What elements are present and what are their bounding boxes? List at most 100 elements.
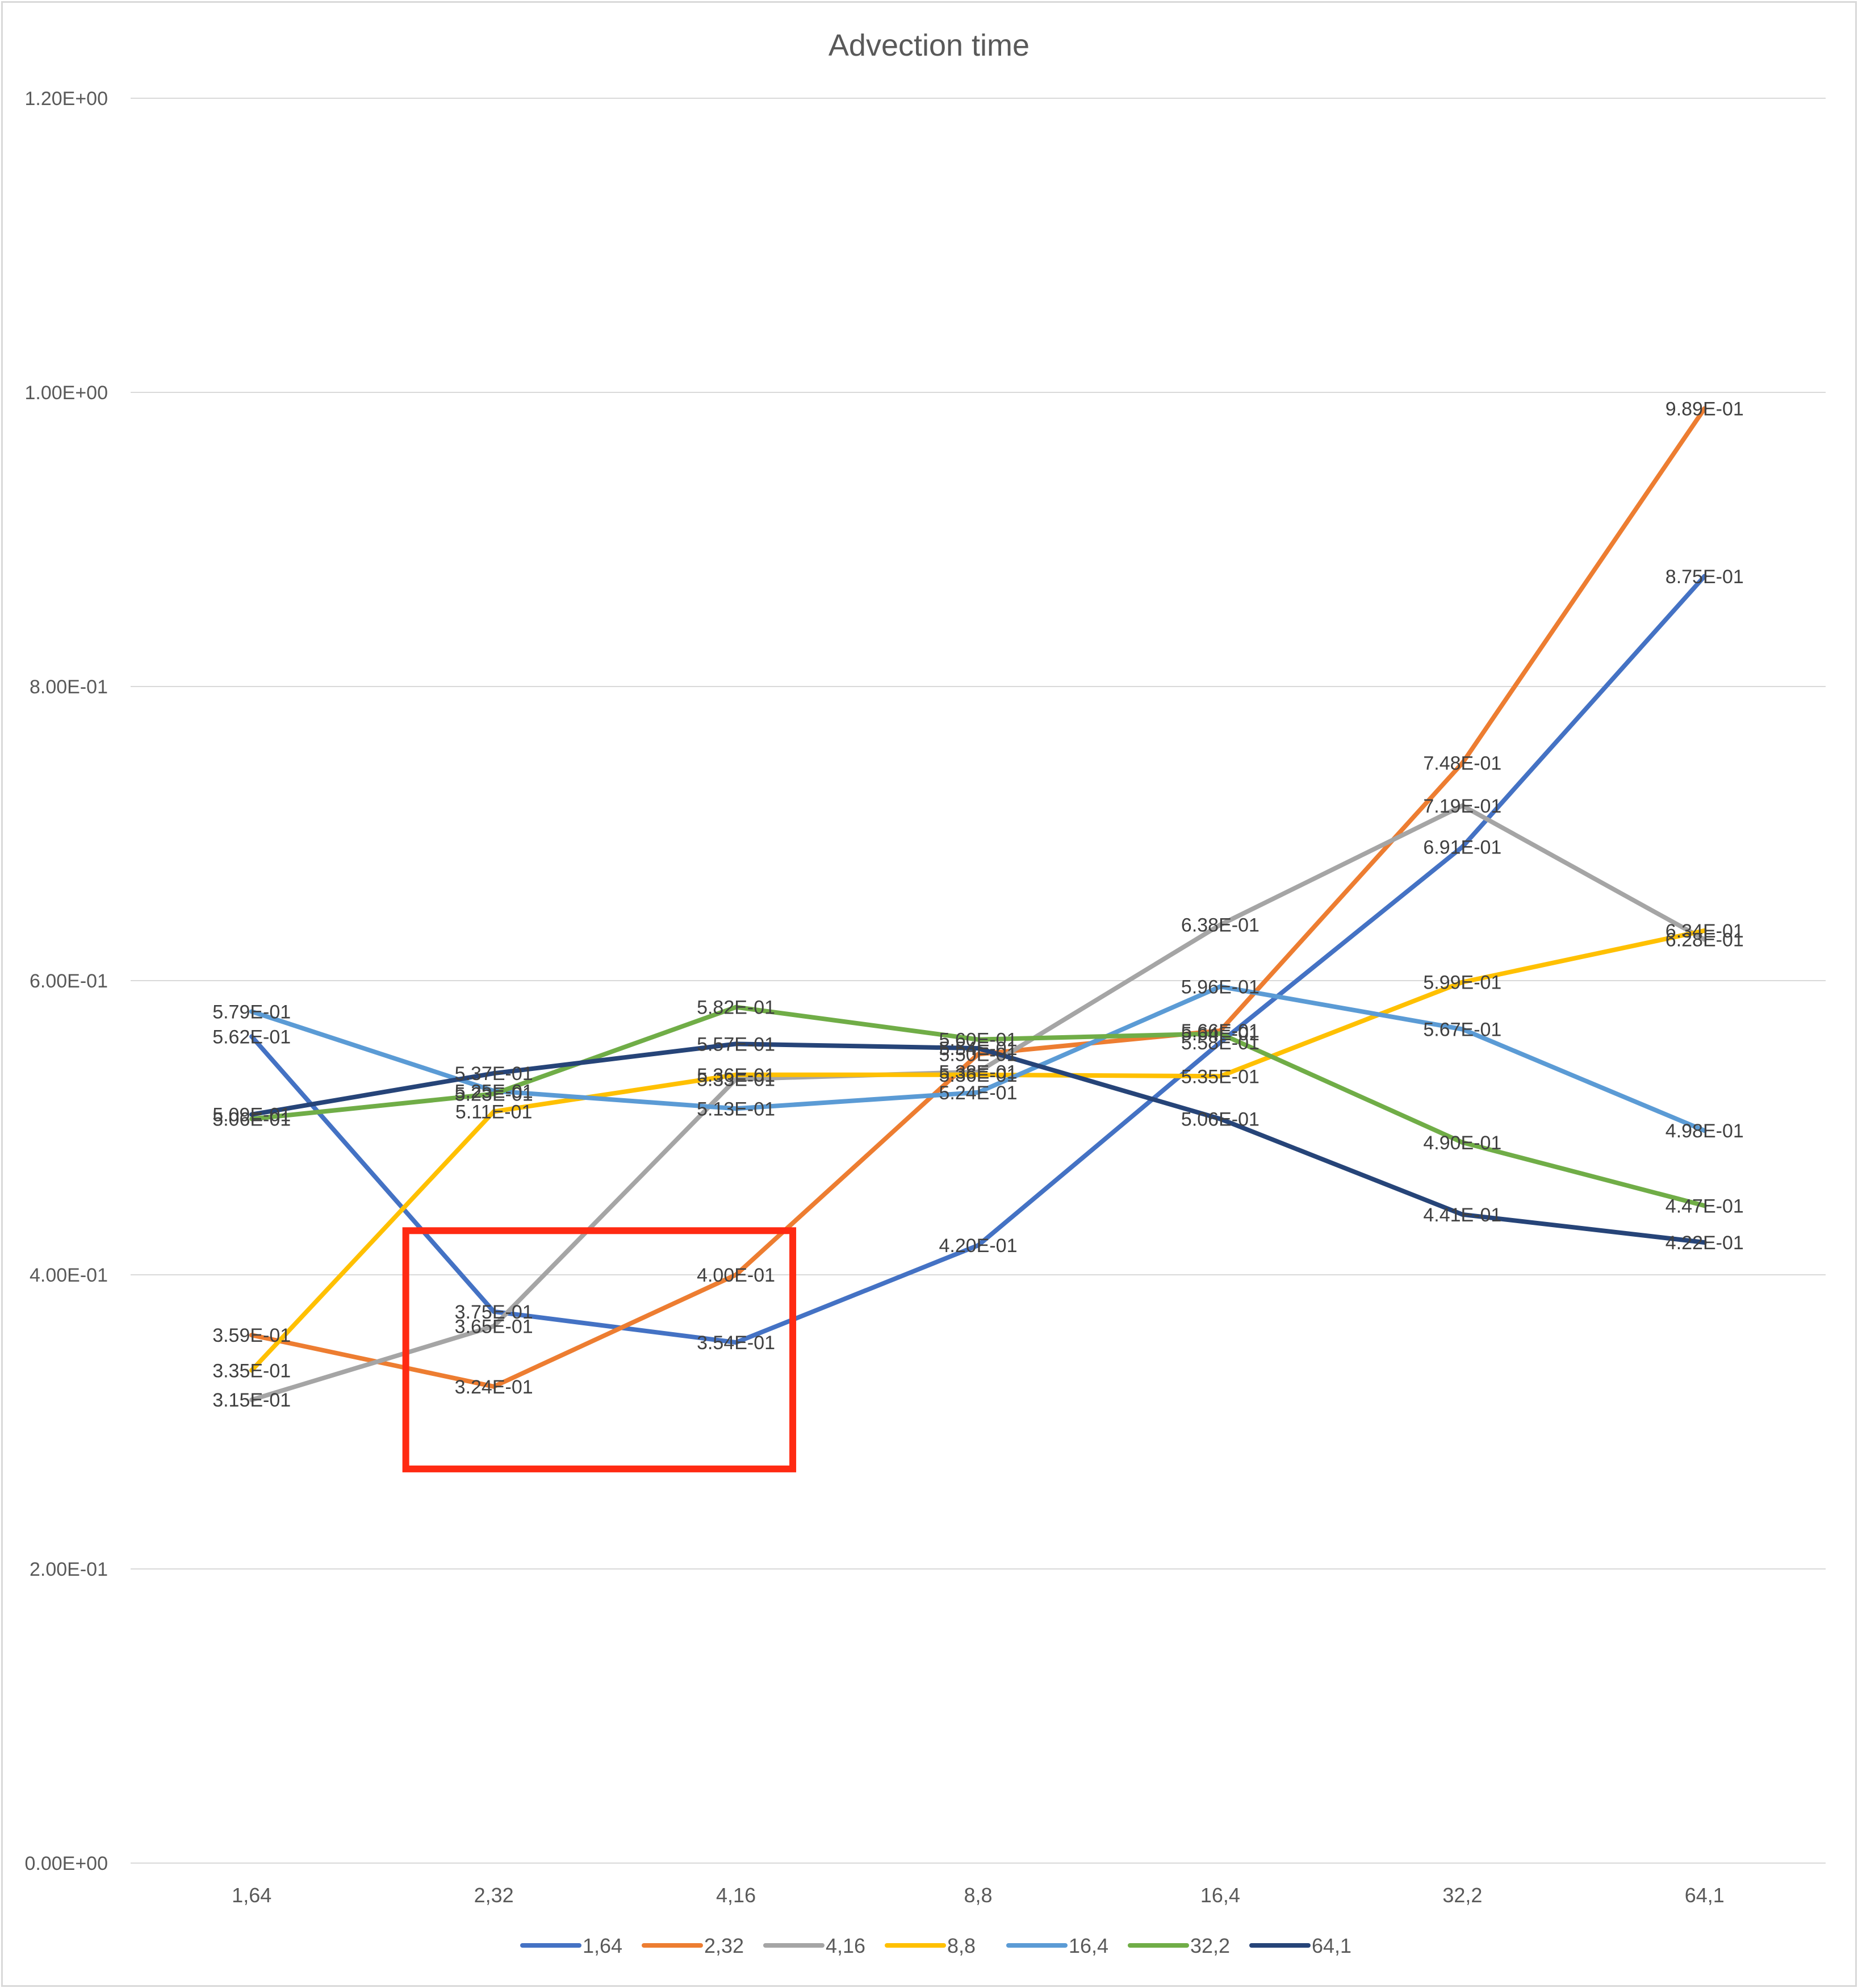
- data-point: [734, 1340, 739, 1345]
- legend-label: 4,16: [826, 1934, 865, 1957]
- data-label: 3.35E-01: [212, 1360, 291, 1382]
- data-point: [734, 1077, 739, 1082]
- data-point: [1217, 1116, 1223, 1121]
- data-label: 5.57E-01: [697, 1033, 775, 1055]
- legend-label: 8,8: [947, 1934, 976, 1957]
- data-point: [249, 1333, 254, 1338]
- data-labels: 5.62E-01 3.75E-01 3.54E-01 4.20E-01 5.58E-01…: [212, 398, 1744, 1411]
- data-point: [491, 1091, 496, 1096]
- data-label: 5.36E-01: [697, 1065, 775, 1086]
- y-tick-label: 1.20E+00: [24, 88, 108, 110]
- data-label: 7.48E-01: [1423, 753, 1501, 775]
- data-point: [976, 1052, 981, 1057]
- x-tick-label: 4,16: [716, 1884, 756, 1907]
- data-label: 4.90E-01: [1423, 1132, 1501, 1154]
- data-point: [976, 1243, 981, 1248]
- y-axis-ticks: 0.00E+00 2.00E-01 4.00E-01 6.00E-01 8.00E-01…: [24, 88, 108, 1874]
- data-point: [734, 1072, 739, 1077]
- data-label: 4.41E-01: [1423, 1204, 1501, 1226]
- data-label: 4.47E-01: [1665, 1195, 1744, 1217]
- data-label: 3.65E-01: [455, 1316, 533, 1338]
- data-label: 5.54E-01: [939, 1038, 1018, 1060]
- data-point: [1460, 980, 1465, 985]
- chart-title: Advection time: [828, 28, 1030, 62]
- data-label: 6.91E-01: [1423, 836, 1501, 858]
- data-point: [1702, 928, 1707, 933]
- data-point: [734, 1041, 739, 1047]
- data-label: 5.13E-01: [697, 1098, 775, 1120]
- highlight-box-layer: [402, 1227, 797, 1472]
- legend: 1,64 2,32 4,16 8,8 16,4 32,2 64,1: [520, 1934, 1351, 1957]
- gridlines: [131, 98, 1826, 1864]
- legend-label: 64,1: [1312, 1934, 1351, 1957]
- data-point: [1702, 937, 1707, 942]
- data-label: 5.35E-01: [1181, 1066, 1259, 1087]
- data-label: 5.60E-01: [939, 1029, 1018, 1051]
- data-label: 4.20E-01: [939, 1235, 1018, 1257]
- data-point: [249, 1368, 254, 1373]
- data-label: 5.62E-01: [212, 1026, 291, 1048]
- data-point: [1217, 984, 1223, 989]
- data-label: 6.28E-01: [1665, 929, 1744, 951]
- data-label: 4.22E-01: [1665, 1232, 1744, 1254]
- data-label: 5.09E-01: [212, 1104, 291, 1126]
- data-label: 5.23E-01: [455, 1083, 533, 1105]
- legend-label: 1,64: [583, 1934, 622, 1957]
- x-tick-label: 2,32: [474, 1884, 514, 1907]
- data-label: 4.98E-01: [1665, 1120, 1744, 1142]
- data-point: [976, 1046, 981, 1051]
- data-point: [1702, 574, 1707, 579]
- data-label: 5.82E-01: [697, 997, 775, 1019]
- legend-label: 16,4: [1069, 1934, 1108, 1957]
- legend-label: 32,2: [1190, 1934, 1230, 1957]
- data-point: [249, 1397, 254, 1403]
- data-point: [734, 1005, 739, 1010]
- data-point: [249, 1116, 254, 1121]
- x-axis-ticks: 1,64 2,32 4,16 8,8 16,4 32,2 64,1: [232, 1884, 1725, 1907]
- data-label: 3.59E-01: [212, 1325, 291, 1346]
- data-label: 5.99E-01: [1423, 972, 1501, 994]
- data-label: 5.38E-01: [939, 1062, 1018, 1083]
- data-point: [1702, 1240, 1707, 1245]
- data-label: 5.64E-01: [1181, 1023, 1259, 1045]
- data-label: 5.33E-01: [697, 1069, 775, 1091]
- data-label: 5.96E-01: [1181, 976, 1259, 998]
- data-point: [491, 1324, 496, 1329]
- data-label: 7.19E-01: [1423, 796, 1501, 817]
- data-point: [249, 1034, 254, 1039]
- y-tick-label: 1.00E+00: [24, 382, 108, 404]
- data-label: 5.67E-01: [1423, 1019, 1501, 1040]
- data-label: 5.66E-01: [1181, 1020, 1259, 1042]
- data-label: 3.75E-01: [455, 1301, 533, 1323]
- data-point: [1217, 1040, 1223, 1045]
- data-point: [734, 1273, 739, 1277]
- data-label: 5.79E-01: [212, 1001, 291, 1023]
- data-point: [976, 1037, 981, 1042]
- data-point: [1460, 1140, 1465, 1145]
- data-label: 5.37E-01: [455, 1063, 533, 1085]
- x-tick-label: 16,4: [1200, 1884, 1240, 1907]
- data-point: [734, 1106, 739, 1111]
- highlight-box: [402, 1227, 797, 1472]
- data-label: 5.25E-01: [455, 1081, 533, 1102]
- y-tick-label: 0.00E+00: [24, 1853, 108, 1874]
- data-label: 5.06E-01: [212, 1108, 291, 1130]
- data-point: [1460, 1212, 1465, 1217]
- x-tick-label: 1,64: [232, 1884, 271, 1907]
- data-point: [491, 1109, 496, 1114]
- data-point: [1702, 406, 1707, 411]
- data-point: [1702, 1128, 1707, 1133]
- series-lines: [249, 406, 1707, 1403]
- data-point: [976, 1090, 981, 1095]
- data-point: [491, 1071, 496, 1076]
- data-label: 5.24E-01: [939, 1082, 1018, 1104]
- data-label: 5.11E-01: [455, 1102, 532, 1123]
- data-point: [1460, 1027, 1465, 1032]
- y-tick-label: 2.00E-01: [30, 1559, 108, 1580]
- data-label: 3.54E-01: [697, 1332, 775, 1354]
- y-tick-label: 8.00E-01: [30, 676, 108, 698]
- data-point: [1217, 1031, 1223, 1036]
- data-point: [491, 1309, 496, 1314]
